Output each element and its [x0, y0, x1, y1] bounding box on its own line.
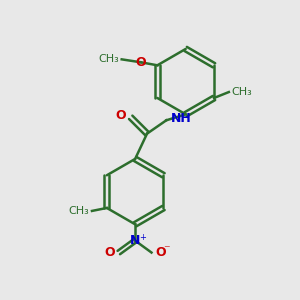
Text: O: O	[155, 246, 166, 259]
Text: N: N	[130, 234, 140, 247]
Text: NH: NH	[171, 112, 192, 125]
Text: +: +	[140, 233, 146, 242]
Text: ⁻: ⁻	[163, 243, 169, 256]
Text: O: O	[136, 56, 146, 69]
Text: O: O	[116, 109, 126, 122]
Text: CH₃: CH₃	[68, 206, 89, 216]
Text: O: O	[105, 246, 115, 259]
Text: CH₃: CH₃	[232, 87, 253, 97]
Text: CH₃: CH₃	[98, 54, 119, 64]
